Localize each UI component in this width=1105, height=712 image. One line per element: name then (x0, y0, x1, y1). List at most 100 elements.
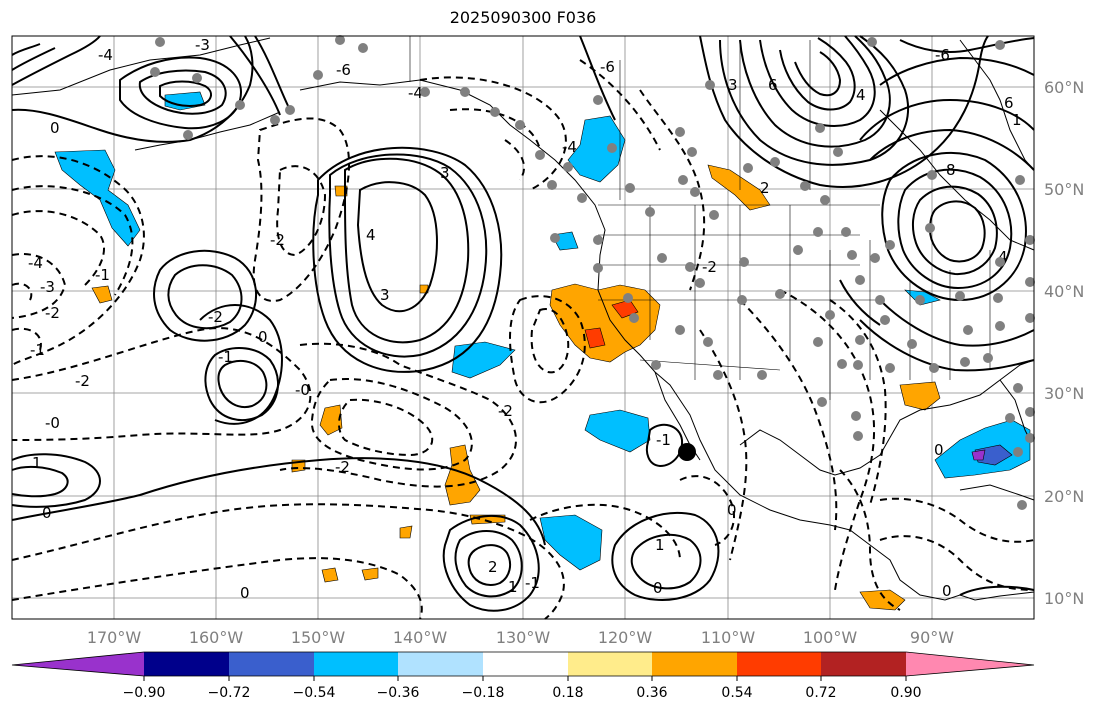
contour-label: 0 (258, 328, 268, 346)
contour-label: -4 (98, 46, 113, 64)
contour-label: -2 (270, 231, 285, 249)
lon-label: 120°W (598, 628, 653, 647)
contour-label: -2 (498, 402, 513, 420)
colorbar-tick-label: 0.36 (636, 685, 667, 701)
contour-label: 6 (768, 76, 778, 94)
highlight-station-marker (678, 443, 696, 461)
contour-label: -4 (562, 138, 577, 156)
contour-label: -3 (195, 36, 210, 54)
contour-label: 1 (508, 578, 518, 596)
shade-orange-rockies (707, 164, 771, 211)
contour-label: 1 (1012, 111, 1022, 129)
colorbar-tick-label: −0.54 (293, 685, 336, 701)
lon-label: 160°W (189, 628, 244, 647)
contour-label: 1 (655, 536, 665, 554)
solid-contours (11, 35, 1035, 612)
contour-label: -3 (40, 278, 55, 296)
shade-orange-dateline (91, 285, 113, 304)
contour-label: 4 (856, 86, 866, 104)
lon-label: 130°W (496, 628, 551, 647)
colorbar-max-extend (906, 652, 1034, 676)
contour-label: -4 (28, 254, 43, 272)
contour-label: 3 (380, 286, 390, 304)
coast-cuba (959, 484, 1035, 501)
contour-label: -2 (75, 372, 90, 390)
lon-label: 170°W (87, 628, 142, 647)
colorbar-segment (144, 652, 229, 676)
shade-purple-gulf (971, 449, 986, 461)
contour-label: 2 (760, 179, 770, 197)
coast-aleutians (134, 111, 281, 151)
colorbar-tick-label: −0.36 (377, 685, 420, 701)
coast-hudson (959, 39, 1035, 171)
contour-label: 3 (728, 76, 738, 94)
lat-label: 50°N (1044, 180, 1084, 199)
colorbar-tick-label: 0.18 (552, 685, 583, 701)
contour-label: -2 (45, 304, 60, 322)
lon-label: 100°W (803, 628, 858, 647)
shade-blue-pacific (451, 341, 516, 379)
colorbar-min-extend (12, 652, 144, 676)
lat-label: 30°N (1044, 384, 1084, 403)
dashed-contours (11, 59, 1035, 620)
lat-label: 60°N (1044, 78, 1084, 97)
shade-red-ca2 (584, 327, 606, 349)
contour-label: -4 (408, 84, 423, 102)
contour-label: -6 (600, 58, 615, 76)
shade-orange-tx (899, 381, 941, 411)
contour-label: 4 (998, 248, 1008, 266)
contour-label: 0 (942, 582, 952, 600)
contour-label: -0 (295, 381, 310, 399)
colorbar-tick-label: 0.54 (721, 685, 752, 701)
contour-label: 4 (366, 226, 376, 244)
contour-labels: 0 -4 -3 -2 -1 -2 -1 -0 1 0 -4 -3 -6 -4 4… (28, 36, 1022, 602)
contour-label: -2 (702, 258, 717, 276)
lon-label: 150°W (291, 628, 346, 647)
shade-blue-canada (567, 115, 626, 183)
shade-orange-small2 (419, 284, 429, 294)
colorbar-tick-label: −0.90 (123, 685, 166, 701)
shade-orange-pac5 (399, 525, 413, 539)
colorbar-segment (314, 652, 398, 676)
shade-blue-baja (584, 409, 651, 453)
contour-label: -0 (45, 414, 60, 432)
colorbar-tick-label: 0.72 (805, 685, 836, 701)
shade-red-ca1 (611, 299, 639, 319)
shade-orange-pac6 (321, 567, 339, 583)
colorbar-segment (737, 652, 821, 676)
shade-orange-pac2 (444, 444, 481, 506)
lon-label: 110°W (701, 628, 756, 647)
coast-alaska (11, 37, 1035, 601)
colorbar-ticks (143, 676, 907, 681)
map-title: 2025090300 F036 (449, 8, 597, 27)
colorbar-segment (568, 652, 652, 676)
longitude-labels: 170°W 160°W 150°W 140°W 130°W 120°W 110°… (87, 628, 954, 647)
contour-label: 0 (50, 119, 60, 137)
colorbar: −0.90 −0.72 −0.54 −0.36 −0.18 0.18 0.36 … (11, 651, 1035, 701)
lat-label: 40°N (1044, 282, 1084, 301)
shade-orange-ca-south (859, 589, 906, 611)
contour-label: -2 (208, 308, 223, 326)
contour-label: -1 (525, 574, 540, 592)
contour-label: 2 (488, 558, 498, 576)
coast-gulf (739, 359, 1035, 476)
colorbar-segment (652, 652, 737, 676)
colorbar-segment (229, 652, 314, 676)
contour-label: 0 (727, 501, 737, 519)
shaded-regions (54, 91, 1031, 611)
shade-orange-pac7 (361, 567, 379, 581)
shade-blue-south (539, 514, 603, 571)
colorbar-tick-label: 0.90 (890, 685, 921, 701)
colorbar-segment (821, 652, 906, 676)
contour-label: -1 (656, 431, 671, 449)
contour-label: -1 (30, 341, 45, 359)
contour-label: -2 (335, 458, 350, 476)
map-frame (11, 35, 1035, 620)
colorbar-tick-label: −0.72 (208, 685, 251, 701)
station-markers (150, 35, 1035, 510)
lon-label: 140°W (393, 628, 448, 647)
contour-label: 3 (440, 164, 450, 182)
contour-label: -6 (336, 61, 351, 79)
colorbar-segment (398, 652, 483, 676)
